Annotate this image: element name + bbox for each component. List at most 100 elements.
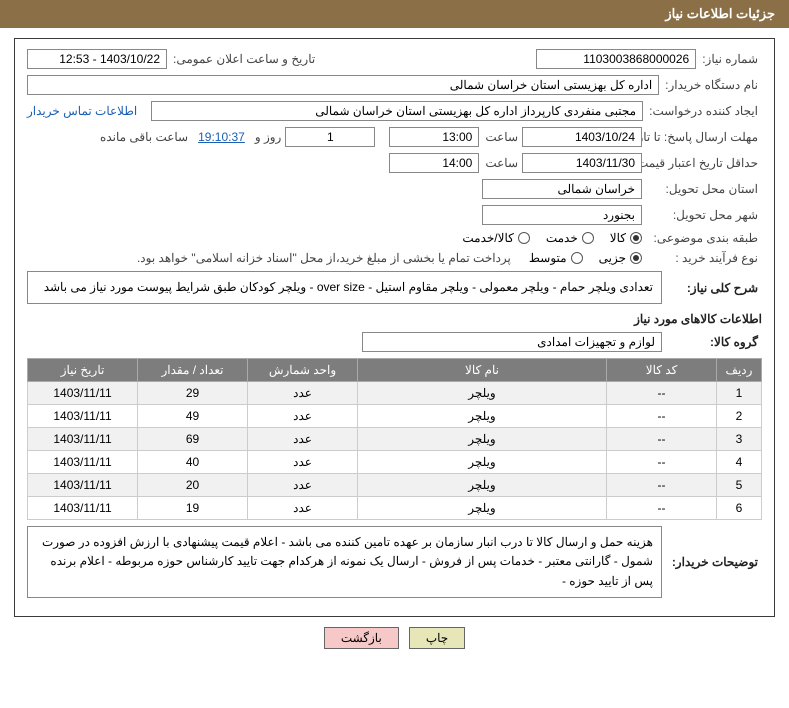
cell-qty: 69	[138, 428, 248, 451]
th-code: کد کالا	[607, 359, 717, 382]
requester-label: ایجاد کننده درخواست:	[643, 104, 762, 118]
radio-medium[interactable]: متوسط	[529, 251, 583, 265]
deadline-time: 13:00	[389, 127, 479, 147]
remaining-time: 19:10:37	[192, 130, 249, 144]
cell-row: 5	[717, 474, 762, 497]
time-label-2: ساعت	[479, 156, 522, 170]
table-row: 6--ویلچرعدد191403/11/11	[28, 497, 762, 520]
radio-small[interactable]: جزیی	[599, 251, 642, 265]
button-row: چاپ بازگشت	[0, 627, 789, 649]
province-value: خراسان شمالی	[482, 179, 642, 199]
radio-dot-icon	[630, 232, 642, 244]
table-row: 4--ویلچرعدد401403/11/11	[28, 451, 762, 474]
city-value: بجنورد	[482, 205, 642, 225]
radio-goods-service[interactable]: کالا/خدمت	[462, 231, 529, 245]
cell-unit: عدد	[248, 497, 358, 520]
radio-dot-icon	[582, 232, 594, 244]
cell-code: --	[607, 497, 717, 520]
cell-qty: 20	[138, 474, 248, 497]
province-label: استان محل تحویل:	[642, 182, 762, 196]
payment-note: پرداخت تمام یا بخشی از مبلغ خرید،از محل …	[131, 251, 515, 265]
deadline-date: 1403/10/24	[522, 127, 642, 147]
cell-row: 4	[717, 451, 762, 474]
details-frame: شماره نیاز: 1103003868000026 تاریخ و ساع…	[14, 38, 775, 617]
cell-name: ویلچر	[358, 497, 607, 520]
table-row: 2--ویلچرعدد491403/11/11	[28, 405, 762, 428]
public-ann-value: 1403/10/22 - 12:53	[27, 49, 167, 69]
cell-date: 1403/11/11	[28, 428, 138, 451]
back-button[interactable]: بازگشت	[324, 627, 399, 649]
cell-date: 1403/11/11	[28, 497, 138, 520]
cell-code: --	[607, 405, 717, 428]
cell-code: --	[607, 474, 717, 497]
need-no-value: 1103003868000026	[536, 49, 696, 69]
cell-unit: عدد	[248, 405, 358, 428]
radio-medium-label: متوسط	[529, 251, 567, 265]
public-ann-label: تاریخ و ساعت اعلان عمومی:	[167, 52, 319, 66]
buyer-notes-label: توضیحات خریدار:	[662, 555, 762, 569]
cell-qty: 19	[138, 497, 248, 520]
radio-service[interactable]: خدمت	[546, 231, 594, 245]
radio-goods-label: کالا	[610, 231, 626, 245]
cell-date: 1403/11/11	[28, 405, 138, 428]
radio-dot-icon	[630, 252, 642, 264]
th-row: ردیف	[717, 359, 762, 382]
cell-unit: عدد	[248, 474, 358, 497]
contact-link[interactable]: اطلاعات تماس خریدار	[27, 104, 137, 118]
radio-dot-icon	[518, 232, 530, 244]
validity-time: 14:00	[389, 153, 479, 173]
validity-label: حداقل تاریخ اعتبار قیمت: تا تاریخ:	[642, 156, 762, 170]
cell-name: ویلچر	[358, 428, 607, 451]
subject-class-label: طبقه بندی موضوعی:	[642, 231, 762, 245]
items-section-header: اطلاعات کالاهای مورد نیاز	[27, 312, 762, 326]
title-text: جزئیات اطلاعات نیاز	[665, 6, 775, 21]
cell-row: 1	[717, 382, 762, 405]
buyer-org-label: نام دستگاه خریدار:	[659, 78, 762, 92]
th-date: تاریخ نیاز	[28, 359, 138, 382]
radio-goods[interactable]: کالا	[610, 231, 642, 245]
th-qty: تعداد / مقدار	[138, 359, 248, 382]
general-desc-label: شرح کلی نیاز:	[662, 281, 762, 295]
cell-unit: عدد	[248, 428, 358, 451]
th-name: نام کالا	[358, 359, 607, 382]
buyer-org-value: اداره کل بهزیستی استان خراسان شمالی	[27, 75, 659, 95]
cell-date: 1403/11/11	[28, 382, 138, 405]
radio-service-label: خدمت	[546, 231, 578, 245]
table-row: 1--ویلچرعدد291403/11/11	[28, 382, 762, 405]
table-row: 5--ویلچرعدد201403/11/11	[28, 474, 762, 497]
cell-code: --	[607, 382, 717, 405]
cell-date: 1403/11/11	[28, 451, 138, 474]
city-label: شهر محل تحویل:	[642, 208, 762, 222]
requester-value: مجتبی منفردی کارپرداز اداره کل بهزیستی ا…	[151, 101, 643, 121]
items-table: ردیف کد کالا نام کالا واحد شمارش تعداد /…	[27, 358, 762, 520]
cell-row: 6	[717, 497, 762, 520]
cell-name: ویلچر	[358, 405, 607, 428]
cell-row: 3	[717, 428, 762, 451]
radio-small-label: جزیی	[599, 251, 626, 265]
print-button[interactable]: چاپ	[409, 627, 465, 649]
cell-name: ویلچر	[358, 474, 607, 497]
goods-group-label: گروه کالا:	[662, 335, 762, 349]
cell-row: 2	[717, 405, 762, 428]
table-row: 3--ویلچرعدد691403/11/11	[28, 428, 762, 451]
cell-qty: 49	[138, 405, 248, 428]
buyer-notes-box: هزینه حمل و ارسال کالا تا درب انبار سازم…	[27, 526, 662, 598]
cell-date: 1403/11/11	[28, 474, 138, 497]
purchase-type-group: جزیی متوسط	[529, 251, 642, 265]
th-unit: واحد شمارش	[248, 359, 358, 382]
cell-code: --	[607, 451, 717, 474]
cell-unit: عدد	[248, 451, 358, 474]
cell-name: ویلچر	[358, 382, 607, 405]
day-count: 1	[285, 127, 375, 147]
cell-code: --	[607, 428, 717, 451]
subject-class-group: کالا خدمت کالا/خدمت	[462, 231, 642, 245]
general-desc-box: تعدادی ویلچر حمام - ویلچر معمولی - ویلچر…	[27, 271, 662, 304]
title-bar: جزئیات اطلاعات نیاز	[0, 0, 789, 28]
cell-name: ویلچر	[358, 451, 607, 474]
goods-group-value: لوازم و تجهیزات امدادی	[362, 332, 662, 352]
remaining-suffix: ساعت باقی مانده	[94, 130, 192, 144]
time-label-1: ساعت	[479, 130, 522, 144]
cell-qty: 40	[138, 451, 248, 474]
deadline-label: مهلت ارسال پاسخ: تا تاریخ:	[642, 130, 762, 144]
day-and-label: روز و	[249, 130, 286, 144]
